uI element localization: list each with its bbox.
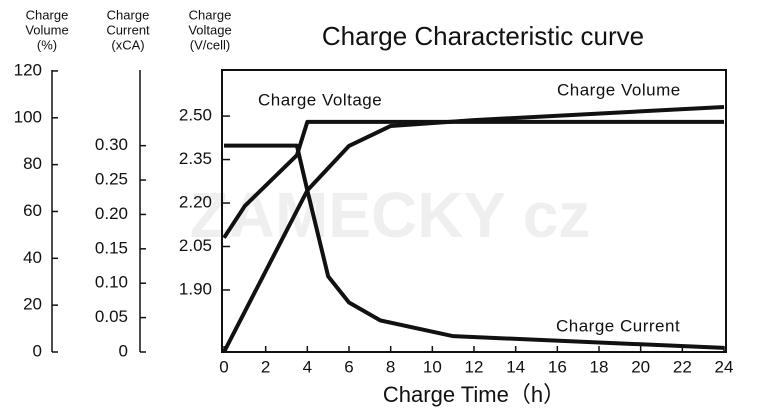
y-axis-label: Current [106,22,150,37]
x-tick-label: 0 [219,357,228,376]
series-label: Charge Volume [557,80,681,99]
y-tick-label: 100 [14,107,42,126]
y-tick-label: 2.05 [179,236,212,255]
x-tick-label: 24 [715,357,734,376]
y-tick-label: 0.25 [95,170,128,189]
y-axis-label: Charge [26,7,69,22]
y-tick-label: 0 [33,341,42,360]
series-line [224,143,725,350]
x-tick-label: 4 [303,357,312,376]
y-tick-label: 1.90 [179,279,212,298]
x-tick-label: 10 [423,357,442,376]
watermark: ZAMECKY cz [190,179,591,251]
y-tick-label: 40 [23,248,42,267]
y-tick-label: 60 [23,201,42,220]
y-axis-label: Charge [107,7,150,22]
x-tick-label: 6 [344,357,353,376]
y-tick-label: 2.20 [179,193,212,212]
y-tick-label: 20 [23,295,42,314]
y-tick-label: 80 [23,154,42,173]
y-tick-label: 0.10 [95,273,128,292]
y-axis-label: Volume [25,22,68,37]
x-tick-label: 18 [590,357,609,376]
y-axis-label: Charge [189,7,232,22]
y-tick-label: 2.50 [179,106,212,125]
x-axis-label: Charge Time（h） [383,382,565,407]
y-axis-label: (V/cell) [190,37,230,52]
y-tick-label: 2.35 [179,149,212,168]
x-tick-label: 8 [386,357,395,376]
y-tick-label: 0.05 [95,307,128,326]
x-tick-label: 22 [673,357,692,376]
y-tick-label: 0.15 [95,238,128,257]
x-tick-label: 20 [631,357,650,376]
x-tick-label: 2 [261,357,270,376]
y-tick-label: 0.30 [95,135,128,154]
series-label: Charge Current [556,316,680,335]
y-axis-label: (%) [37,37,57,52]
y-tick-label: 0 [119,341,128,360]
x-tick-label: 14 [506,357,525,376]
y-tick-label: 120 [14,60,42,79]
series-line [222,105,725,353]
y-tick-label: 0.20 [95,204,128,223]
x-tick-label: 16 [548,357,567,376]
x-tick-label: 12 [465,357,484,376]
y-axis-label: (xCA) [111,37,144,52]
chart-title: Charge Characteristic curve [322,21,644,51]
series-label: Charge Voltage [258,90,382,109]
y-axis-label: Voltage [188,22,231,37]
